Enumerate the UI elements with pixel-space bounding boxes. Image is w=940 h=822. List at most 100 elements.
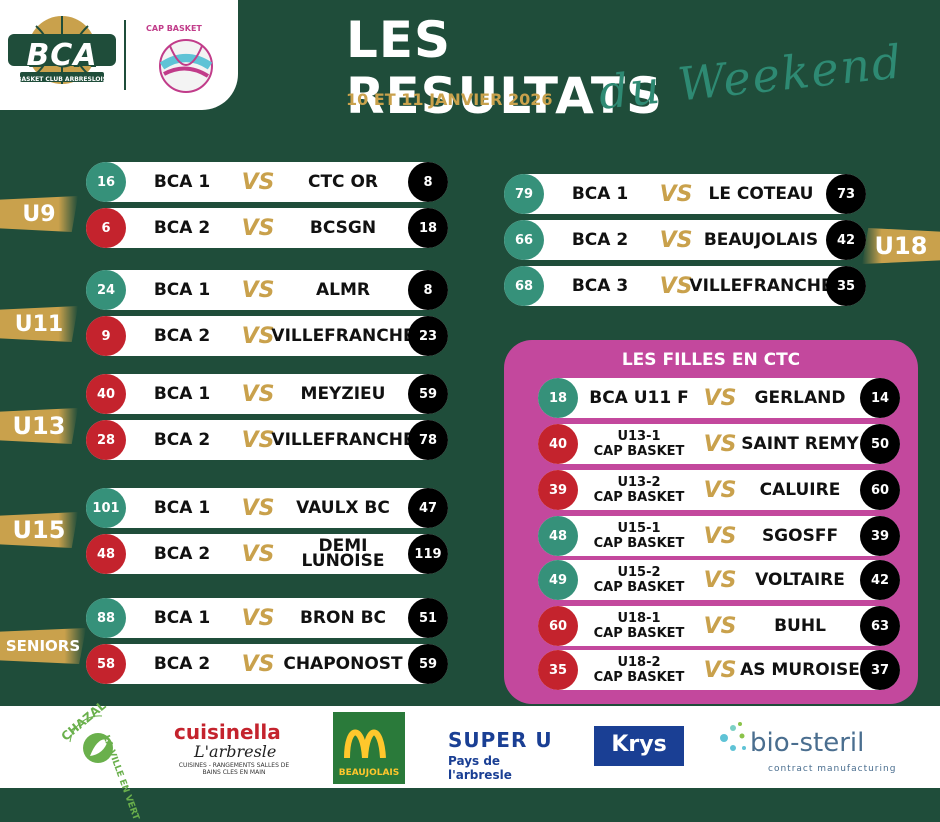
away-team: DEMI LUNOISE [301, 536, 385, 571]
home-team-line1: U13-2 [617, 475, 661, 490]
away-team: CALUIRE [759, 479, 841, 500]
away-score-badge: 51 [408, 598, 448, 638]
sponsor-krys-name: Krys [611, 732, 667, 757]
home-score-badge: 28 [86, 420, 126, 460]
home-score-badge: 101 [86, 488, 126, 528]
away-score-badge: 8 [408, 270, 448, 310]
home-team: U13-2 CAP BASKET [578, 470, 700, 510]
vs-label: VS [703, 657, 737, 683]
bca-logo-subtitle: BASKET CLUB ARBRESLOIS [16, 76, 108, 83]
match-row: 66 BCA 2 VS BEAUJOLAIS 42 [504, 220, 866, 260]
home-team-line1: U13-1 [617, 429, 661, 444]
home-team: BCA 2 [571, 229, 629, 250]
away-score-badge: 18 [408, 208, 448, 248]
match-row: 18 BCA U11 F VS GERLAND 14 [538, 378, 900, 418]
vs-label: VS [241, 605, 275, 631]
home-team: U18-1 CAP BASKET [578, 606, 700, 646]
vs-label: VS [241, 427, 275, 453]
away-score-badge: 42 [860, 560, 900, 600]
sponsor-chazal: CHAZAL LA VILLE EN VERT [56, 698, 146, 821]
away-team: AS MUROISE [740, 659, 860, 680]
match-row: 16 BCA 1 VS CTC OR 8 [86, 162, 448, 202]
home-score-badge: 48 [538, 516, 578, 556]
home-team: U13-1 CAP BASKET [578, 424, 700, 464]
away-score-badge: 63 [860, 606, 900, 646]
home-team: BCA U11 F [578, 378, 700, 418]
sponsor-cuisinella-name: cuisinella [174, 720, 281, 744]
vs-label: VS [703, 431, 737, 457]
home-score-badge: 9 [86, 316, 126, 356]
home-team: BCA 1 [153, 383, 211, 404]
away-team: LE COTEAU [708, 183, 814, 204]
away-score-badge: 78 [408, 420, 448, 460]
sponsor-krys-bg [594, 726, 684, 766]
away-score-badge: 119 [408, 534, 448, 574]
away-score-badge: 35 [826, 266, 866, 306]
vs-label: VS [241, 381, 275, 407]
home-score-badge: 60 [538, 606, 578, 646]
away-score-badge: 42 [826, 220, 866, 260]
sponsor-cuisinella: cuisinella L'arbresle CUISINES - RANGEME… [168, 706, 296, 788]
sponsor-mcdonalds-name: BEAUJOLAIS [338, 768, 400, 778]
vs-label: VS [241, 651, 275, 677]
home-team-line2: CAP BASKET [593, 444, 685, 459]
home-score-badge: 16 [86, 162, 126, 202]
home-score-badge: 66 [504, 220, 544, 260]
vs-label: VS [703, 477, 737, 503]
sponsor-mcdonalds: BEAUJOLAIS [333, 706, 405, 788]
home-score-badge: 49 [538, 560, 578, 600]
match-row: 9 BCA 2 VS VILLEFRANCHE 23 [86, 316, 448, 356]
away-score-badge: 8 [408, 162, 448, 202]
away-score-badge: 59 [408, 644, 448, 684]
home-score-badge: 18 [538, 378, 578, 418]
home-team-line1: U15-2 [617, 565, 661, 580]
away-team: VILLEFRANCHE [689, 275, 833, 296]
away-score-badge: 23 [408, 316, 448, 356]
away-team: CHAPONOST [283, 653, 403, 674]
match-row: 48 BCA 2 VS DEMI LUNOISE 119 [86, 534, 448, 574]
home-score-badge: 40 [86, 374, 126, 414]
away-team: SGOSFF [761, 525, 839, 546]
home-score-badge: 68 [504, 266, 544, 306]
away-team: SAINT REMY [741, 433, 859, 454]
vs-label: VS [659, 181, 693, 207]
home-score-badge: 39 [538, 470, 578, 510]
home-team-line2: CAP BASKET [593, 536, 685, 551]
vs-label: VS [241, 323, 275, 349]
vs-label: VS [241, 277, 275, 303]
match-row: 35 U18-2 CAP BASKET VS AS MUROISE 37 [538, 650, 900, 690]
sponsor-superu-name: SUPER U [448, 728, 553, 752]
sponsor-superu-tag: Pays de l'arbresle [448, 754, 512, 782]
home-score-badge: 35 [538, 650, 578, 690]
home-team: BCA 1 [153, 607, 211, 628]
cap-basket-logo: CAP BASKET [140, 14, 220, 98]
cap-basket-logo-text: CAP BASKET [146, 24, 202, 33]
match-row: 49 U15-2 CAP BASKET VS VOLTAIRE 42 [538, 560, 900, 600]
home-team-line2: CAP BASKET [593, 626, 685, 641]
home-team: BCA 2 [153, 325, 211, 346]
away-team: BCSGN [309, 217, 377, 238]
vs-label: VS [703, 523, 737, 549]
match-row: 68 BCA 3 VS VILLEFRANCHE 35 [504, 266, 866, 306]
home-score-badge: 79 [504, 174, 544, 214]
match-row: 40 BCA 1 VS MEYZIEU 59 [86, 374, 448, 414]
logo-panel: BCA BASKET CLUB ARBRESLOIS CAP BASKET [0, 0, 238, 110]
bca-logo-text: BCA [26, 38, 98, 73]
sponsor-krys: Krys [594, 706, 690, 788]
vs-label: VS [703, 567, 737, 593]
vs-label: VS [241, 495, 275, 521]
bca-logo: BCA BASKET CLUB ARBRESLOIS [6, 10, 118, 96]
home-team: U18-2 CAP BASKET [578, 650, 700, 690]
vs-label: VS [703, 385, 737, 411]
away-team: CTC OR [307, 171, 378, 192]
away-team: VOLTAIRE [755, 569, 845, 590]
home-team: BCA 1 [153, 171, 211, 192]
event-date: 10 ET 11 JANVIER 2026 [346, 90, 553, 109]
home-team: BCA 1 [153, 497, 211, 518]
home-team: BCA 3 [571, 275, 629, 296]
logo-divider [124, 20, 126, 90]
match-row: 40 U13-1 CAP BASKET VS SAINT REMY 50 [538, 424, 900, 464]
home-team-line2: CAP BASKET [593, 490, 685, 505]
home-team: BCA 2 [153, 653, 211, 674]
home-team-line1: U15-1 [617, 521, 661, 536]
